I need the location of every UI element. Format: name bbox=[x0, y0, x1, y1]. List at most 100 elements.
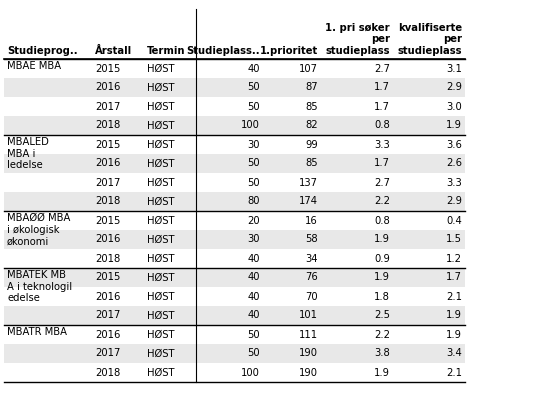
Text: 2018: 2018 bbox=[95, 368, 120, 378]
Text: 2.5: 2.5 bbox=[374, 310, 390, 320]
Text: MBAØØ MBA
i økologisk
økonomi: MBAØØ MBA i økologisk økonomi bbox=[7, 213, 71, 246]
Text: 50: 50 bbox=[247, 83, 260, 93]
Text: 3.3: 3.3 bbox=[446, 177, 462, 187]
Text: 100: 100 bbox=[241, 368, 260, 378]
Text: 30: 30 bbox=[247, 235, 260, 245]
Text: 3.1: 3.1 bbox=[446, 64, 462, 73]
Text: 2017: 2017 bbox=[95, 310, 120, 320]
Text: 40: 40 bbox=[247, 291, 260, 301]
Text: 1.8: 1.8 bbox=[374, 291, 390, 301]
Text: Årstall: Årstall bbox=[95, 46, 132, 56]
Bar bbox=[4, 173, 465, 192]
Text: 1.9: 1.9 bbox=[446, 120, 462, 131]
Text: 3.8: 3.8 bbox=[374, 349, 390, 359]
Text: 190: 190 bbox=[299, 368, 318, 378]
Text: HØST: HØST bbox=[147, 349, 174, 359]
Text: 1.9: 1.9 bbox=[374, 368, 390, 378]
Text: 1. pri søker
per
studieplass: 1. pri søker per studieplass bbox=[325, 23, 390, 56]
Bar bbox=[4, 192, 465, 211]
Text: 50: 50 bbox=[247, 349, 260, 359]
Text: 16: 16 bbox=[305, 216, 318, 226]
Text: HØST: HØST bbox=[147, 253, 174, 264]
Text: HØST: HØST bbox=[147, 64, 174, 73]
Text: 58: 58 bbox=[305, 235, 318, 245]
Text: HØST: HØST bbox=[147, 177, 174, 187]
Text: 1.9: 1.9 bbox=[446, 310, 462, 320]
Text: 2016: 2016 bbox=[95, 158, 120, 168]
Text: 174: 174 bbox=[299, 197, 318, 206]
Text: 20: 20 bbox=[247, 216, 260, 226]
Text: HØST: HØST bbox=[147, 330, 174, 339]
Text: 1.9: 1.9 bbox=[374, 235, 390, 245]
Text: 1.7: 1.7 bbox=[374, 158, 390, 168]
Text: 3.0: 3.0 bbox=[446, 102, 462, 112]
Text: 2018: 2018 bbox=[95, 253, 120, 264]
Text: 40: 40 bbox=[247, 253, 260, 264]
Text: 190: 190 bbox=[299, 349, 318, 359]
Text: MBATEK MB
A i teknologil
edelse: MBATEK MB A i teknologil edelse bbox=[7, 270, 72, 303]
Text: 1.9: 1.9 bbox=[446, 330, 462, 339]
Text: 1.prioritet: 1.prioritet bbox=[260, 46, 318, 56]
Text: 50: 50 bbox=[247, 158, 260, 168]
Text: 2.6: 2.6 bbox=[446, 158, 462, 168]
Text: 2.7: 2.7 bbox=[374, 64, 390, 73]
Text: 0.4: 0.4 bbox=[446, 216, 462, 226]
Bar bbox=[4, 325, 465, 344]
Text: MBATR MBA: MBATR MBA bbox=[7, 327, 67, 337]
Text: 2.7: 2.7 bbox=[374, 177, 390, 187]
Text: 2017: 2017 bbox=[95, 177, 120, 187]
Bar bbox=[4, 287, 465, 306]
Text: 1.9: 1.9 bbox=[374, 272, 390, 283]
Text: 3.6: 3.6 bbox=[446, 139, 462, 150]
Text: 2016: 2016 bbox=[95, 235, 120, 245]
Bar bbox=[4, 268, 465, 287]
Text: 100: 100 bbox=[241, 120, 260, 131]
Text: 2015: 2015 bbox=[95, 64, 120, 73]
Text: 137: 137 bbox=[299, 177, 318, 187]
Text: HØST: HØST bbox=[147, 158, 174, 168]
Text: 99: 99 bbox=[305, 139, 318, 150]
Text: Studieprog..: Studieprog.. bbox=[7, 46, 78, 56]
Text: 2018: 2018 bbox=[95, 197, 120, 206]
Bar bbox=[4, 344, 465, 363]
Bar bbox=[4, 97, 465, 116]
Text: 80: 80 bbox=[247, 197, 260, 206]
Text: 2.1: 2.1 bbox=[446, 291, 462, 301]
Text: HØST: HØST bbox=[147, 272, 174, 283]
Text: 107: 107 bbox=[299, 64, 318, 73]
Text: 3.4: 3.4 bbox=[446, 349, 462, 359]
Text: 2.1: 2.1 bbox=[446, 368, 462, 378]
Text: HØST: HØST bbox=[147, 139, 174, 150]
Text: 3.3: 3.3 bbox=[374, 139, 390, 150]
Text: 0.9: 0.9 bbox=[374, 253, 390, 264]
Text: 34: 34 bbox=[306, 253, 318, 264]
Text: HØST: HØST bbox=[147, 102, 174, 112]
Bar bbox=[4, 59, 465, 78]
Text: 50: 50 bbox=[247, 330, 260, 339]
Text: 76: 76 bbox=[305, 272, 318, 283]
Text: 2018: 2018 bbox=[95, 120, 120, 131]
Text: 0.8: 0.8 bbox=[374, 120, 390, 131]
Text: MBALED
MBA i
ledelse: MBALED MBA i ledelse bbox=[7, 137, 49, 170]
Text: 85: 85 bbox=[305, 102, 318, 112]
Text: 70: 70 bbox=[305, 291, 318, 301]
Text: 1.5: 1.5 bbox=[446, 235, 462, 245]
Bar bbox=[4, 306, 465, 325]
Text: HØST: HØST bbox=[147, 197, 174, 206]
Text: 30: 30 bbox=[247, 139, 260, 150]
Text: 40: 40 bbox=[247, 272, 260, 283]
Text: 101: 101 bbox=[299, 310, 318, 320]
Text: HØST: HØST bbox=[147, 368, 174, 378]
Text: 2016: 2016 bbox=[95, 330, 120, 339]
Bar bbox=[4, 249, 465, 268]
Text: HØST: HØST bbox=[147, 291, 174, 301]
Text: HØST: HØST bbox=[147, 235, 174, 245]
Text: 1.7: 1.7 bbox=[374, 83, 390, 93]
Text: kvalifiserte
per
studieplass: kvalifiserte per studieplass bbox=[398, 23, 462, 56]
Text: 2017: 2017 bbox=[95, 349, 120, 359]
Text: Termin: Termin bbox=[147, 46, 185, 56]
Text: 50: 50 bbox=[247, 102, 260, 112]
Text: 2015: 2015 bbox=[95, 139, 120, 150]
Text: 85: 85 bbox=[305, 158, 318, 168]
Text: 82: 82 bbox=[305, 120, 318, 131]
